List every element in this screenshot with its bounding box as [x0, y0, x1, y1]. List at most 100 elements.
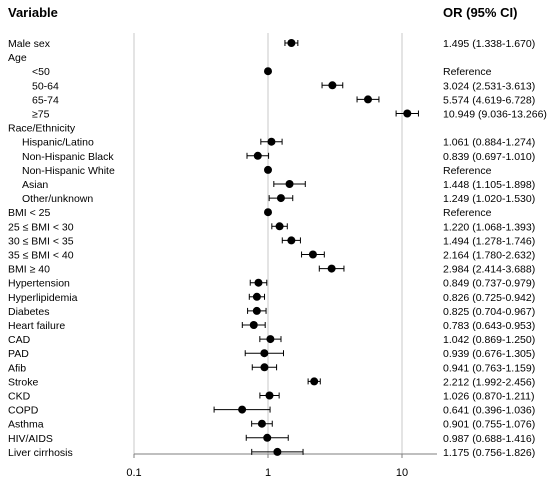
forest-row: Race/Ethnicity — [8, 123, 76, 135]
row-label: Asthma — [8, 419, 44, 431]
forest-row: Asthma 0.901 (0.755-1.076) — [8, 419, 535, 431]
row-or-ci-value: 1.495 (1.338-1.670) — [443, 38, 535, 50]
row-or-ci-value: Reference — [443, 165, 492, 177]
row-label: Asian — [22, 179, 48, 191]
forest-row: BMI < 25 Reference — [8, 207, 492, 219]
row-or-ci-value: 0.783 (0.643-0.953) — [443, 320, 535, 332]
or-point — [267, 137, 276, 146]
or-point — [257, 419, 266, 428]
row-label: 30 ≤ BMI < 35 — [8, 235, 74, 247]
or-point — [328, 81, 337, 90]
row-or-ci-value: 1.220 (1.068-1.393) — [443, 221, 535, 233]
forest-row: 65-74 5.574 (4.619-6.728) — [32, 94, 535, 106]
row-label: PAD — [8, 348, 29, 360]
forest-row: Age — [8, 52, 27, 64]
forest-row: Stroke 2.212 (1.992-2.456) — [8, 376, 535, 388]
forest-row: CKD 1.026 (0.870-1.211) — [8, 391, 534, 403]
forest-row: 35 ≤ BMI < 40 2.164 (1.780-2.632) — [8, 250, 535, 262]
or-point — [260, 349, 269, 358]
or-point — [252, 306, 261, 315]
row-label: 35 ≤ BMI < 40 — [8, 250, 74, 262]
row-or-ci-value: 1.061 (0.884-1.274) — [443, 137, 535, 149]
row-or-ci-value: 0.941 (0.763-1.159) — [443, 362, 535, 374]
forest-row: Heart failure 0.783 (0.643-0.953) — [8, 320, 535, 332]
row-label: Non-Hispanic Black — [22, 151, 114, 163]
or-point — [266, 335, 275, 344]
forest-row: Hypertension 0.849 (0.737-0.979) — [8, 278, 535, 290]
x-tick-label-1: 1 — [265, 467, 271, 479]
forest-row: Non-Hispanic White Reference — [22, 165, 492, 177]
forest-row: Liver cirrhosis 1.175 (0.756-1.826) — [8, 447, 535, 459]
or-point — [276, 194, 285, 203]
forest-row: 30 ≤ BMI < 35 1.494 (1.278-1.746) — [8, 235, 535, 247]
row-or-ci-value: 5.574 (4.619-6.728) — [443, 94, 535, 106]
row-or-ci-value: 0.825 (0.704-0.967) — [443, 306, 535, 318]
forest-row: Male sex 1.495 (1.338-1.670) — [8, 38, 535, 50]
forest-row: Other/unknown 1.249 (1.020-1.530) — [22, 193, 535, 205]
or-point — [252, 292, 261, 301]
or-point — [253, 151, 262, 160]
row-or-ci-value: 2.212 (1.992-2.456) — [443, 376, 535, 388]
or-point — [363, 95, 372, 104]
or-point — [287, 236, 296, 245]
variable-column-header: Variable — [8, 5, 58, 20]
forest-row: COPD 0.641 (0.396-1.036) — [8, 405, 535, 417]
row-label: Male sex — [8, 38, 51, 50]
or-point — [238, 405, 247, 414]
forest-row: Hyperlipidemia 0.826 (0.725-0.942) — [8, 292, 535, 304]
or-point — [264, 165, 272, 174]
row-label: Hispanic/Latino — [22, 137, 94, 149]
row-or-ci-value: 10.949 (9.036-13.266) — [443, 109, 547, 121]
or-point — [275, 222, 284, 231]
row-label: Other/unknown — [22, 193, 93, 205]
or-point — [308, 250, 317, 259]
row-label: ≥75 — [32, 109, 50, 121]
row-label: BMI < 25 — [8, 207, 50, 219]
grid-lines — [133, 33, 403, 454]
row-label: <50 — [32, 66, 50, 78]
or-point — [265, 391, 274, 400]
forest-row: CAD 1.042 (0.869-1.250) — [8, 334, 535, 346]
or-point — [254, 278, 263, 287]
row-or-ci-value: 1.494 (1.278-1.746) — [443, 235, 535, 247]
forest-row: Asian 1.448 (1.105-1.898) — [22, 179, 535, 191]
row-label: Age — [8, 52, 27, 64]
row-label: BMI ≥ 40 — [8, 264, 50, 276]
forest-row: ≥75 10.949 (9.036-13.266) — [32, 109, 547, 121]
forest-row: Non-Hispanic Black 0.839 (0.697-1.010) — [22, 151, 535, 163]
row-or-ci-value: 1.042 (0.869-1.250) — [443, 334, 535, 346]
row-label: Liver cirrhosis — [8, 447, 73, 459]
row-or-ci-value: 3.024 (2.531-3.613) — [443, 80, 535, 92]
row-or-ci-value: 2.164 (1.780-2.632) — [443, 250, 535, 262]
row-label: 65-74 — [32, 94, 59, 106]
row-or-ci-value: 1.448 (1.105-1.898) — [443, 179, 535, 191]
forest-row: HIV/AIDS 0.987 (0.688-1.416) — [8, 433, 535, 445]
or-ci-column-header: OR (95% CI) — [443, 5, 517, 20]
row-label: HIV/AIDS — [8, 433, 53, 445]
forest-row: Diabetes 0.825 (0.704-0.967) — [8, 306, 535, 318]
row-label: CKD — [8, 391, 31, 403]
forest-row: Afib 0.941 (0.763-1.159) — [8, 362, 535, 374]
or-point — [263, 433, 272, 442]
row-label: 25 ≤ BMI < 30 — [8, 221, 74, 233]
or-point — [310, 377, 319, 386]
forest-row: BMI ≥ 40 2.984 (2.414-3.688) — [8, 264, 535, 276]
row-or-ci-value: 1.026 (0.870-1.211) — [443, 391, 534, 403]
row-or-ci-value: 0.826 (0.725-0.942) — [443, 292, 535, 304]
x-tick-label-0.1: 0.1 — [126, 467, 141, 479]
row-label: COPD — [8, 405, 39, 417]
row-or-ci-value: 0.939 (0.676-1.305) — [443, 348, 535, 360]
forest-row: 25 ≤ BMI < 30 1.220 (1.068-1.393) — [8, 221, 535, 233]
row-or-ci-value: 2.984 (2.414-3.688) — [443, 264, 535, 276]
or-point — [260, 363, 269, 372]
forest-row: PAD 0.939 (0.676-1.305) — [8, 348, 535, 360]
row-label: Afib — [8, 362, 26, 374]
row-label: Race/Ethnicity — [8, 123, 76, 135]
or-point — [249, 321, 258, 329]
row-label: 50-64 — [32, 80, 59, 92]
row-or-ci-value: Reference — [443, 66, 492, 78]
forest-row: 50-64 3.024 (2.531-3.613) — [32, 80, 535, 92]
or-point — [273, 447, 282, 456]
or-point — [264, 67, 272, 76]
